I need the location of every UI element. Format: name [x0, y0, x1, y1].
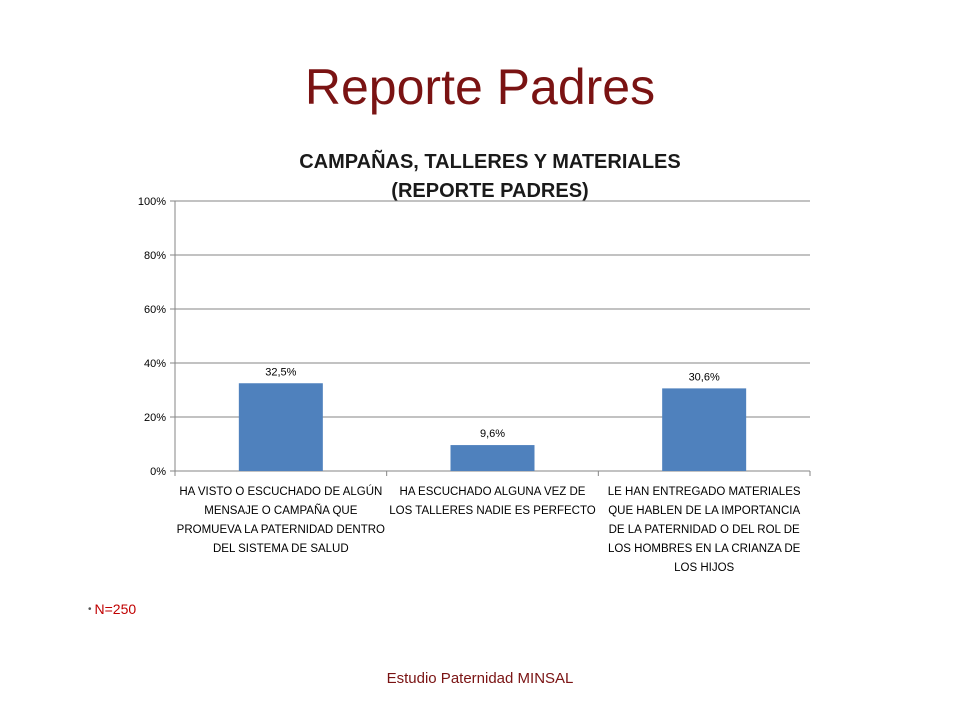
bar	[238, 383, 323, 471]
footer-source: Estudio Paternidad MINSAL	[386, 670, 574, 687]
y-tick-label: 40%	[144, 358, 166, 370]
x-category-label: HA ESCUCHADO ALGUNA VEZ DE LOS TALLERES …	[389, 486, 596, 517]
x-category-label: LE HAN ENTREGADO MATERIALES QUE HABLEN D…	[607, 486, 801, 574]
sample-size-text: N=250	[94, 601, 137, 617]
bar	[450, 445, 535, 471]
x-category-label: HA VISTO O ESCUCHADO DE ALGÚN MENSAJE O …	[176, 486, 385, 555]
sample-size-bullet: • N=250	[88, 601, 136, 617]
y-tick-label: 20%	[144, 412, 166, 424]
chart-title: CAMPAÑAS, TALLERES Y MATERIALES (REPORTE…	[260, 148, 720, 206]
y-tick-label: 100%	[138, 196, 166, 208]
slide-title: Reporte Padres	[304, 59, 656, 115]
y-tick-label: 80%	[144, 250, 166, 262]
data-label: 30,6%	[689, 371, 720, 383]
y-tick-label: 60%	[144, 304, 166, 316]
chart-title-line2: (REPORTE PADRES)	[391, 180, 589, 202]
y-tick-label: 0%	[150, 466, 166, 478]
data-label: 32,5%	[265, 366, 296, 378]
bullet-icon: •	[88, 604, 92, 615]
data-label: 9,6%	[480, 428, 505, 440]
bar	[662, 388, 747, 471]
chart-title-line1: CAMPAÑAS, TALLERES Y MATERIALES	[299, 151, 681, 173]
